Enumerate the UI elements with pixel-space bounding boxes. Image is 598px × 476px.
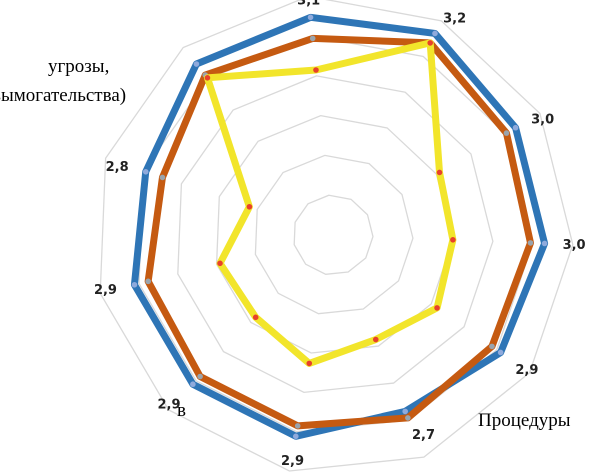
series-line-1 [144, 34, 534, 430]
data-label: 2,8 [106, 160, 129, 175]
series-point [402, 408, 408, 415]
axis-label: угрозы, [48, 56, 109, 77]
data-label: 3,0 [563, 238, 586, 253]
series-point [309, 35, 316, 42]
axis-label: Процедуры [478, 410, 571, 431]
grid-ring [293, 194, 374, 275]
series-point [292, 433, 299, 440]
series-point [313, 67, 319, 73]
series-point [436, 169, 443, 176]
series-point [193, 61, 200, 67]
data-label: 2,9 [281, 454, 304, 469]
series-point [145, 278, 151, 285]
series-point [204, 75, 211, 81]
series-point [190, 381, 196, 388]
series-point [405, 415, 411, 421]
series-point [131, 281, 138, 288]
grid-ring [254, 154, 414, 315]
axis-label: вымогательства) [0, 85, 126, 106]
series-point [252, 314, 259, 321]
data-label: 3,1 [297, 0, 320, 8]
series-point [432, 30, 438, 37]
series-point [306, 360, 313, 367]
grid-ring [177, 75, 494, 394]
series-point [541, 240, 548, 247]
radar-series [130, 13, 549, 440]
series-point [512, 124, 519, 131]
series-point [450, 236, 456, 243]
series-point [503, 130, 510, 136]
series-point [372, 336, 379, 343]
data-label: 2,9 [515, 363, 538, 378]
data-label: 3,0 [531, 113, 554, 128]
data-label: 2,9 [94, 283, 117, 298]
series-point [294, 423, 301, 429]
series-point [497, 349, 504, 356]
axis-label: в [177, 400, 186, 421]
radar-labels: 3,1 3,2 3,0 3,0 2,9 2,7 2,9 2,9 2,9 2,8 угрозы, вым… [0, 0, 586, 469]
series-point [434, 305, 440, 311]
series-point [246, 203, 253, 210]
series-point [159, 174, 166, 181]
series-point [427, 40, 433, 46]
data-label: 3,2 [443, 11, 466, 26]
series-point [217, 260, 223, 267]
series-point [142, 168, 149, 175]
series-point [307, 14, 314, 21]
series-point [489, 343, 495, 350]
data-label: 2,7 [412, 428, 435, 443]
data-label: 2,9 [158, 397, 181, 412]
grid-ring [99, 0, 574, 472]
series-point [527, 240, 534, 246]
series-line-2 [203, 39, 457, 367]
series-point [197, 373, 203, 380]
